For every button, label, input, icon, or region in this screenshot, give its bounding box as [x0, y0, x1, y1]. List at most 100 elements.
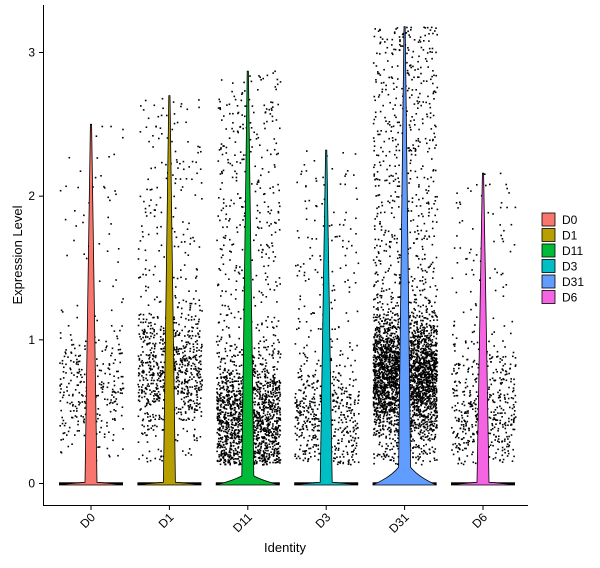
- point: [346, 170, 349, 172]
- point: [182, 392, 184, 394]
- point: [277, 211, 280, 214]
- point: [249, 138, 252, 141]
- point: [222, 421, 225, 423]
- point: [272, 374, 274, 377]
- point: [194, 302, 197, 305]
- point: [153, 336, 155, 339]
- point: [394, 335, 397, 338]
- point: [229, 454, 231, 456]
- point: [220, 450, 223, 453]
- point: [410, 340, 412, 342]
- point: [294, 416, 297, 419]
- point: [154, 342, 157, 345]
- point: [388, 245, 391, 248]
- point: [222, 381, 224, 383]
- point: [253, 389, 255, 391]
- point: [262, 294, 264, 296]
- point: [263, 193, 265, 196]
- point: [226, 355, 229, 357]
- point: [277, 391, 280, 394]
- point: [145, 289, 147, 292]
- point: [303, 407, 306, 409]
- point: [192, 343, 195, 345]
- point: [257, 391, 259, 393]
- point: [190, 316, 193, 318]
- point: [333, 435, 335, 437]
- point: [121, 301, 123, 304]
- point: [399, 296, 401, 298]
- point: [228, 459, 231, 462]
- point: [183, 403, 186, 406]
- point: [184, 454, 187, 456]
- point: [175, 286, 177, 288]
- point: [184, 360, 186, 362]
- point: [297, 455, 300, 458]
- point: [236, 432, 239, 435]
- point: [305, 321, 308, 323]
- point: [386, 386, 388, 389]
- point: [238, 399, 240, 401]
- point: [271, 432, 274, 435]
- point: [196, 350, 198, 352]
- point: [236, 419, 238, 422]
- point: [267, 430, 270, 432]
- point: [198, 106, 200, 109]
- point: [186, 387, 189, 389]
- point: [344, 365, 346, 368]
- point: [302, 352, 305, 354]
- point: [174, 335, 176, 338]
- point: [157, 395, 159, 397]
- point: [300, 173, 302, 175]
- point: [267, 449, 269, 452]
- point: [188, 356, 191, 358]
- point: [396, 362, 399, 365]
- point: [357, 427, 359, 429]
- point: [95, 135, 98, 137]
- point: [193, 439, 196, 441]
- point: [303, 391, 305, 393]
- point: [298, 236, 300, 239]
- point: [259, 376, 262, 379]
- point: [345, 445, 347, 448]
- point: [234, 355, 237, 357]
- point: [175, 387, 177, 390]
- point: [191, 378, 193, 380]
- point: [356, 344, 358, 347]
- point: [429, 381, 432, 384]
- point: [240, 364, 243, 367]
- point: [190, 392, 193, 395]
- point: [195, 369, 197, 371]
- point: [314, 404, 316, 407]
- point: [177, 434, 179, 436]
- point: [199, 330, 201, 332]
- point: [147, 325, 149, 328]
- point: [261, 396, 263, 399]
- point: [173, 231, 176, 233]
- point: [374, 99, 376, 102]
- point: [252, 387, 254, 390]
- point: [64, 218, 67, 221]
- point: [225, 218, 227, 220]
- point: [97, 408, 100, 410]
- point: [375, 412, 378, 414]
- point: [171, 128, 174, 131]
- point: [225, 440, 228, 442]
- point: [256, 323, 259, 326]
- point: [151, 368, 153, 371]
- point: [219, 460, 221, 462]
- point: [235, 267, 237, 269]
- point: [150, 427, 153, 429]
- point: [76, 410, 78, 412]
- point: [181, 371, 184, 373]
- point: [234, 348, 237, 350]
- point: [236, 450, 239, 453]
- point: [238, 451, 241, 454]
- point: [347, 407, 350, 409]
- point: [407, 248, 410, 250]
- point: [196, 359, 198, 361]
- point: [416, 286, 418, 288]
- point: [254, 426, 256, 429]
- point: [150, 379, 153, 382]
- point: [77, 186, 79, 189]
- point: [394, 104, 396, 106]
